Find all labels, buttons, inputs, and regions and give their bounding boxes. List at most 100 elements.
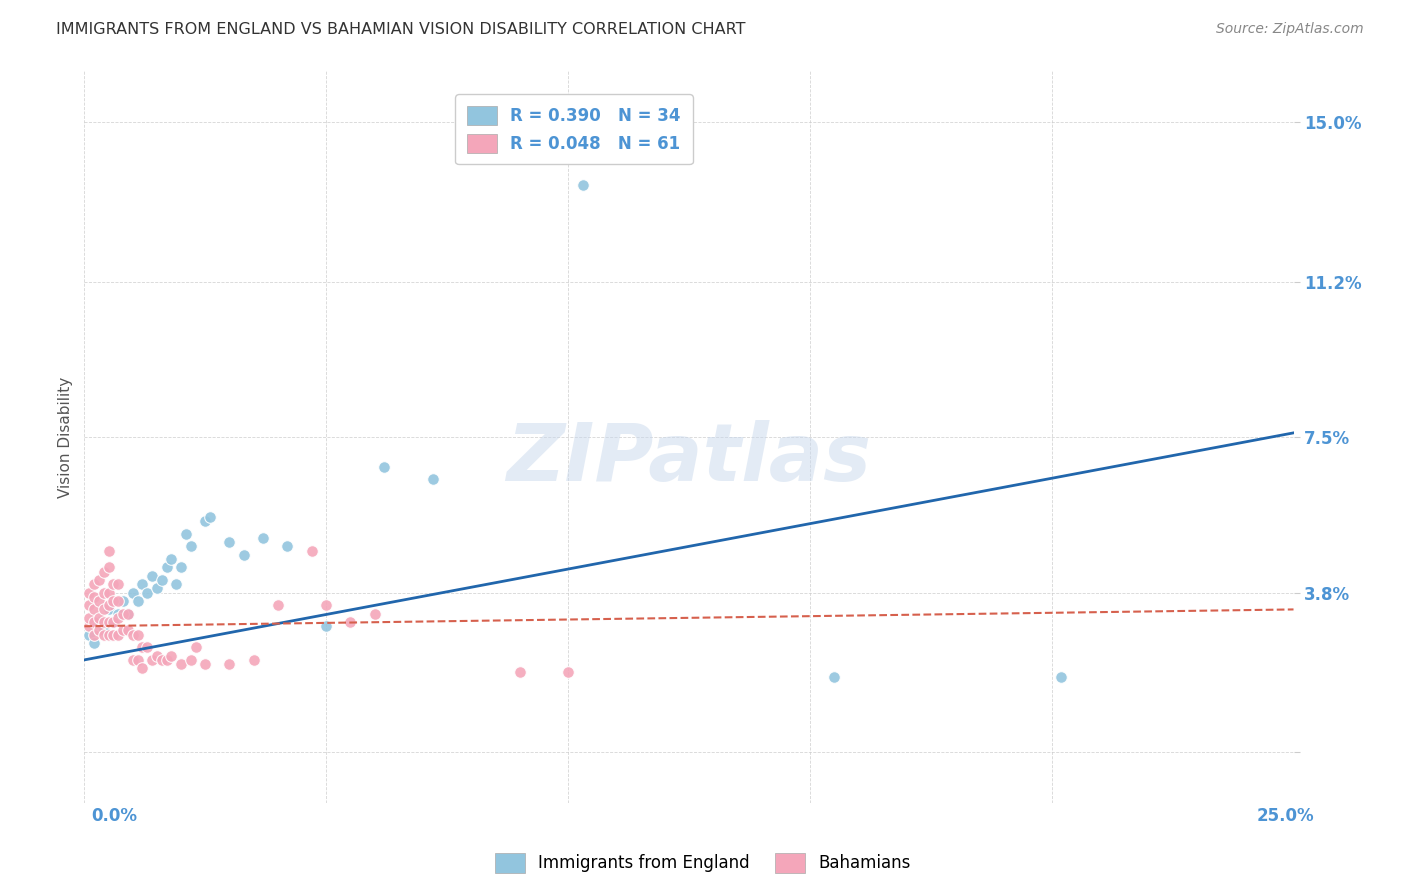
Point xyxy=(107,611,129,625)
Point xyxy=(276,540,298,554)
Point xyxy=(823,670,845,684)
Point xyxy=(127,594,149,608)
Point xyxy=(339,615,361,629)
Point xyxy=(180,653,202,667)
Point xyxy=(131,661,153,675)
Point xyxy=(97,602,120,616)
Point xyxy=(141,569,163,583)
Point xyxy=(180,540,202,554)
Point xyxy=(150,653,173,667)
Text: ZIPatlas: ZIPatlas xyxy=(506,420,872,498)
Point xyxy=(83,615,105,629)
Point xyxy=(131,577,153,591)
Legend: R = 0.390   N = 34, R = 0.048   N = 61: R = 0.390 N = 34, R = 0.048 N = 61 xyxy=(456,95,693,164)
Point xyxy=(97,615,120,629)
Point xyxy=(267,599,290,613)
Point xyxy=(97,599,120,613)
Point xyxy=(233,548,256,562)
Point xyxy=(146,648,169,663)
Point xyxy=(107,607,129,621)
Point xyxy=(150,573,173,587)
Point xyxy=(131,640,153,655)
Point xyxy=(121,627,143,641)
Point xyxy=(87,615,110,629)
Point xyxy=(77,599,100,613)
Point xyxy=(83,627,105,641)
Point xyxy=(112,607,135,621)
Point xyxy=(363,607,385,621)
Point xyxy=(194,514,217,528)
Point xyxy=(155,653,177,667)
Point xyxy=(218,657,240,671)
Point xyxy=(184,640,207,655)
Point xyxy=(557,665,579,680)
Point xyxy=(103,594,125,608)
Text: IMMIGRANTS FROM ENGLAND VS BAHAMIAN VISION DISABILITY CORRELATION CHART: IMMIGRANTS FROM ENGLAND VS BAHAMIAN VISI… xyxy=(56,22,745,37)
Point xyxy=(117,607,139,621)
Point xyxy=(77,611,100,625)
Point xyxy=(103,615,125,629)
Point xyxy=(87,624,110,638)
Point xyxy=(107,594,129,608)
Point xyxy=(107,577,129,591)
Point xyxy=(509,665,531,680)
Point xyxy=(117,607,139,621)
Point xyxy=(93,585,115,599)
Point xyxy=(83,577,105,591)
Point xyxy=(422,472,444,486)
Point xyxy=(170,657,193,671)
Point xyxy=(121,585,143,599)
Point xyxy=(165,577,187,591)
Point xyxy=(141,653,163,667)
Point xyxy=(77,627,100,641)
Point xyxy=(93,627,115,641)
Point xyxy=(301,543,323,558)
Text: 25.0%: 25.0% xyxy=(1257,807,1315,825)
Point xyxy=(194,657,217,671)
Point xyxy=(117,624,139,638)
Point xyxy=(136,585,159,599)
Point xyxy=(571,178,593,192)
Point xyxy=(87,611,110,625)
Point xyxy=(198,510,221,524)
Point xyxy=(103,577,125,591)
Point xyxy=(77,619,100,633)
Point xyxy=(242,653,264,667)
Point xyxy=(93,602,115,616)
Point xyxy=(174,526,197,541)
Y-axis label: Vision Disability: Vision Disability xyxy=(58,376,73,498)
Point xyxy=(83,636,105,650)
Point xyxy=(127,653,149,667)
Point xyxy=(218,535,240,549)
Point xyxy=(97,585,120,599)
Point xyxy=(107,627,129,641)
Point xyxy=(146,582,169,596)
Point xyxy=(315,599,337,613)
Point xyxy=(373,459,395,474)
Point xyxy=(112,624,135,638)
Point xyxy=(160,552,183,566)
Legend: Immigrants from England, Bahamians: Immigrants from England, Bahamians xyxy=(488,847,918,880)
Point xyxy=(83,602,105,616)
Point xyxy=(87,573,110,587)
Point xyxy=(83,590,105,604)
Point xyxy=(97,627,120,641)
Point xyxy=(93,615,115,629)
Point xyxy=(315,619,337,633)
Point xyxy=(136,640,159,655)
Text: 0.0%: 0.0% xyxy=(91,807,138,825)
Point xyxy=(103,615,125,629)
Point xyxy=(170,560,193,574)
Text: Source: ZipAtlas.com: Source: ZipAtlas.com xyxy=(1216,22,1364,37)
Point xyxy=(93,565,115,579)
Point xyxy=(87,594,110,608)
Point xyxy=(77,585,100,599)
Point xyxy=(97,543,120,558)
Point xyxy=(160,648,183,663)
Point xyxy=(127,627,149,641)
Point xyxy=(93,624,115,638)
Point xyxy=(97,560,120,574)
Point xyxy=(252,531,274,545)
Point xyxy=(103,627,125,641)
Point xyxy=(121,653,143,667)
